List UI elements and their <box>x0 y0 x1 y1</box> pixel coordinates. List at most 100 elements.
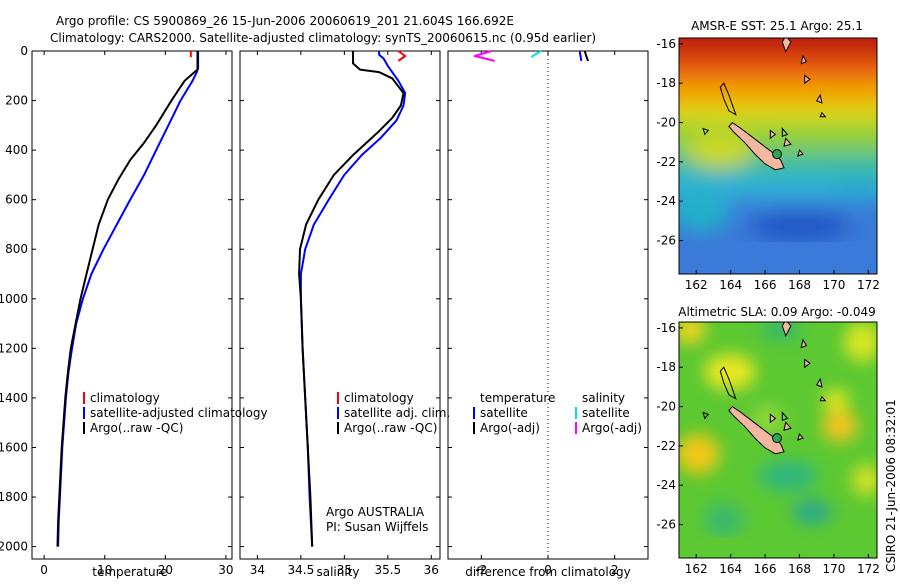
small-island <box>800 54 808 65</box>
salinity-y-ticks <box>240 50 440 548</box>
sla-map-title: Altimetric SLA: 0.09 Argo: -0.049 <box>678 305 875 319</box>
legend-climatology: climatology <box>90 391 160 405</box>
sst-field <box>679 38 877 274</box>
sst-map-frame <box>678 37 878 275</box>
legend-climatology: climatology <box>344 391 414 405</box>
small-island <box>781 322 792 338</box>
y-tick-label: -26 <box>656 518 676 532</box>
y-tick-label: -18 <box>656 360 676 374</box>
reef-outline <box>719 366 737 400</box>
y-tick-label: 800 <box>5 242 28 256</box>
series-climatology <box>397 50 407 62</box>
footer-stamp: CSIRO 21-Jun-2006 08:32:01 <box>884 399 898 572</box>
sla-blobs <box>679 322 877 538</box>
small-island <box>783 137 792 147</box>
legend-sal-argo: Argo(-adj) <box>582 421 642 435</box>
small-island <box>783 421 792 431</box>
x-tick-label: 2 <box>611 563 619 577</box>
x-tick-label: 10 <box>97 563 112 577</box>
difference-legend: temperature satellite Argo(-adj) salinit… <box>473 391 642 435</box>
x-tick-label: 20 <box>158 563 173 577</box>
legend-sal-satellite: satellite <box>582 406 630 420</box>
float-position-marker <box>772 433 783 444</box>
series-temperature-satellite <box>578 50 583 62</box>
x-tick-label: 34 <box>250 563 265 577</box>
y-tick-label: 1800 <box>0 490 28 504</box>
x-tick-label: 166 <box>754 562 777 576</box>
legend-argo: Argo(..raw -QC) <box>90 421 183 435</box>
series-argo <box>298 51 405 547</box>
series-temperature-argo-adj- <box>583 50 589 62</box>
small-island <box>815 377 823 388</box>
reef-outline <box>781 127 789 138</box>
y-tick-label: 2000 <box>0 540 28 554</box>
series-salinity-argo-adj- <box>473 50 495 62</box>
x-tick-label: -2 <box>475 563 487 577</box>
sst-gradient <box>679 38 877 242</box>
legend-temperature-title: temperature <box>480 391 555 405</box>
series-salinity-satellite <box>530 50 542 59</box>
series-argo <box>56 51 199 547</box>
x-tick-label: 162 <box>685 562 708 576</box>
float-position-marker <box>772 149 783 160</box>
x-tick-label: 168 <box>788 562 811 576</box>
small-island <box>815 93 823 104</box>
x-tick-label: 35 <box>337 563 352 577</box>
sla-field <box>679 322 877 558</box>
small-island <box>769 129 777 140</box>
x-tick-label: 166 <box>754 278 777 292</box>
y-tick-label: 0 <box>20 44 28 58</box>
x-tick-label: 170 <box>823 562 846 576</box>
temperature-y-ticks: 0 200 400 600 800 1000 1200 1400 1600 1800 2000 <box>0 44 232 554</box>
sst-map-title: AMSR-E SST: 25.1 Argo: 25.1 <box>691 19 863 33</box>
sst-map: AMSR-E SST: 25.1 Argo: 25.1 162 164 166 168… <box>656 19 879 292</box>
reef-outline <box>719 82 737 116</box>
y-tick-label: -22 <box>656 155 676 169</box>
temperature-frame <box>31 50 233 560</box>
temperature-panel: 0 200 400 600 800 1000 1200 1400 1600 1800 2000 0 1… <box>0 44 268 579</box>
sla-map-frame <box>678 321 878 559</box>
annotation-agency: Argo AUSTRALIA <box>326 505 425 519</box>
salinity-legend: climatology satellite adj. clim. Argo(..… <box>337 391 450 435</box>
salinity-x-ticks: 34 34.5 35 35.5 36 <box>250 51 439 577</box>
y-tick-label: -20 <box>656 116 676 130</box>
difference-y-ticks <box>448 50 648 548</box>
y-tick-label: 1400 <box>0 391 28 405</box>
reef-outline <box>781 411 789 422</box>
small-island <box>800 338 808 349</box>
y-tick-label: -16 <box>656 37 676 51</box>
reef-outline <box>702 411 710 420</box>
y-tick-label: -24 <box>656 478 676 492</box>
y-tick-label: -16 <box>656 321 676 335</box>
x-tick-label: 164 <box>719 562 742 576</box>
legend-temp-argo: Argo(-adj) <box>480 421 540 435</box>
salinity-frame <box>239 50 441 560</box>
sla-axis-ticks: 162 164 166 168 170 172 -16 -18 -20 -22 -24 -26 <box>656 321 879 576</box>
temperature-lines <box>56 51 200 547</box>
small-island <box>769 413 777 424</box>
difference-lines <box>473 50 589 62</box>
y-tick-label: 200 <box>5 94 28 108</box>
legend-satellite-adj: satellite adj. clim. <box>344 406 450 420</box>
salinity-lines <box>298 50 407 547</box>
x-tick-label: 170 <box>823 278 846 292</box>
temperature-xlabel: temperature <box>92 565 167 579</box>
y-tick-label: 1600 <box>0 440 28 454</box>
x-tick-label: 36 <box>424 563 439 577</box>
salinity-panel: 34 34.5 35 35.5 36 salinity climatology sate… <box>239 50 450 579</box>
x-tick-label: 0 <box>40 563 48 577</box>
y-tick-label: 1200 <box>0 341 28 355</box>
series-satellite-adj-clim- <box>299 51 407 547</box>
y-tick-label: -22 <box>656 439 676 453</box>
small-island <box>797 433 804 441</box>
x-tick-label: 34.5 <box>288 563 315 577</box>
difference-panel: -2 0 2 difference from climatology tempera… <box>447 50 649 579</box>
small-island <box>781 38 792 54</box>
legend-satellite-adjusted: satellite-adjusted climatology <box>90 406 268 420</box>
reef-outline <box>702 127 710 136</box>
temperature-legend: climatology satellite-adjusted climatolo… <box>83 391 268 435</box>
salinity-xlabel: salinity <box>316 565 359 579</box>
small-island <box>819 395 827 402</box>
series-satellite-adjusted-climatology <box>57 51 200 547</box>
x-tick-label: 35.5 <box>374 563 401 577</box>
